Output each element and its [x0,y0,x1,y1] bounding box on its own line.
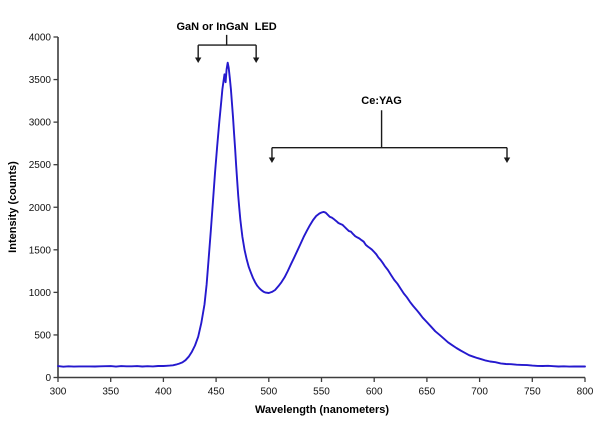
down-arrow-icon [268,157,276,163]
axis-lines [57,37,585,379]
y-tick-label: 3500 [29,75,52,86]
y-tick-label: 3000 [29,118,52,129]
down-arrow-icon [252,57,260,63]
x-tick-label: 500 [260,387,277,398]
y-tick-label: 1000 [29,288,52,299]
y-tick-label: 2500 [29,160,52,171]
y-tick-label: 2000 [29,203,52,214]
x-tick-label: 450 [208,387,225,398]
y-tick-label: 500 [34,330,51,341]
x-tick-label: 650 [419,387,436,398]
annotation-bracket [271,110,508,159]
down-arrow-icon [503,157,511,163]
x-tick-label: 550 [313,387,330,398]
x-tick-label: 300 [50,387,67,398]
y-tick-label: 4000 [29,33,52,44]
annotation-ceyag-label: Ce:YAG [361,94,402,107]
x-tick-label: 400 [155,387,172,398]
spectrum-curve [57,61,586,368]
x-axis-title: Wavelength (nanometers) [254,404,390,416]
annotation-bracket [197,34,257,59]
x-tick-label: 800 [577,387,594,398]
x-tick-label: 750 [524,387,541,398]
y-axis-title: Intensity (counts) [7,161,19,253]
y-tick-label: 1500 [29,245,52,256]
x-tick-label: 600 [366,387,383,398]
x-tick-label: 700 [471,387,488,398]
down-arrow-icon [194,57,202,63]
x-tick-label: 350 [102,387,119,398]
annotation-led-label: GaN or InGaN LED [176,21,277,34]
y-tick-label: 0 [45,373,51,384]
